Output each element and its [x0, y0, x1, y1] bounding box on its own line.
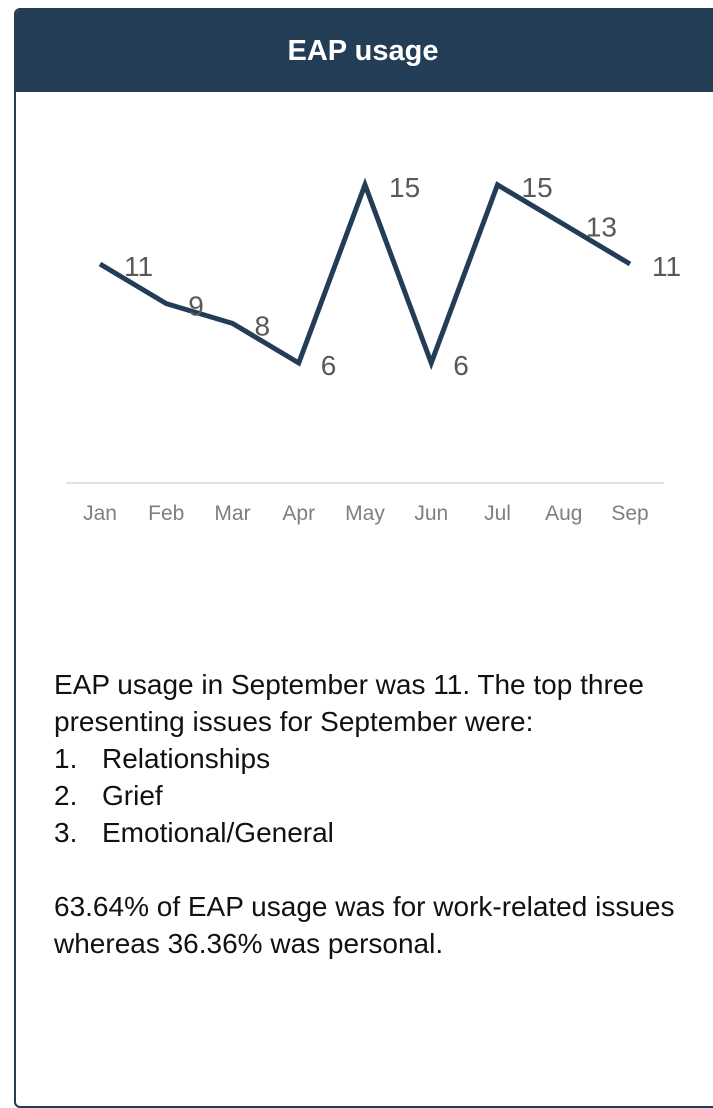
issue-number: 3.	[54, 814, 102, 851]
issue-text: Relationships	[102, 740, 270, 777]
x-tick-label: Apr	[282, 502, 315, 525]
data-label: 13	[586, 211, 617, 242]
data-label: 8	[255, 310, 271, 341]
x-tick-label: May	[345, 502, 385, 525]
eap-usage-line-chart: 11 9 8 6 15 6 15 13 11 Jan Feb Mar Apr May Jun Jul Aug Se…	[14, 8, 713, 562]
summary-intro: EAP usage in September was 11. The top t…	[54, 666, 684, 740]
data-label: 11	[124, 251, 153, 282]
issue-number: 1.	[54, 740, 102, 777]
x-tick-label: Mar	[214, 502, 250, 525]
chart-layer: 11 9 8 6 15 6 15 13 11 Jan Feb Mar Apr May Jun Jul Aug Se…	[66, 172, 681, 525]
issues-list: 1. Relationships 2. Grief 3. Emotional/G…	[54, 740, 684, 851]
data-label: 6	[321, 350, 337, 381]
x-tick-label: Jun	[414, 502, 448, 525]
issue-item: 2. Grief	[54, 777, 684, 814]
data-label: 15	[522, 172, 553, 203]
series-line	[100, 185, 630, 363]
x-tick-label: Aug	[545, 502, 582, 525]
eap-usage-card: EAP usage 11 9 8 6 15 6 15 13 11 Jan Feb Mar Apr May J…	[14, 8, 713, 1108]
x-tick-label: Jan	[83, 502, 117, 525]
data-label: 11	[652, 251, 681, 282]
paragraph-spacer	[54, 851, 684, 888]
x-tick-label: Feb	[148, 502, 184, 525]
data-label: 9	[188, 291, 204, 322]
data-label: 15	[389, 172, 420, 203]
issue-text: Grief	[102, 777, 163, 814]
issue-item: 3. Emotional/General	[54, 814, 684, 851]
x-tick-label: Jul	[484, 502, 511, 525]
data-label: 6	[453, 350, 469, 381]
issue-number: 2.	[54, 777, 102, 814]
summary-text: EAP usage in September was 11. The top t…	[54, 666, 684, 962]
summary-split: 63.64% of EAP usage was for work-related…	[54, 888, 684, 962]
issue-item: 1. Relationships	[54, 740, 684, 777]
x-tick-label: Sep	[611, 502, 648, 525]
issue-text: Emotional/General	[102, 814, 334, 851]
